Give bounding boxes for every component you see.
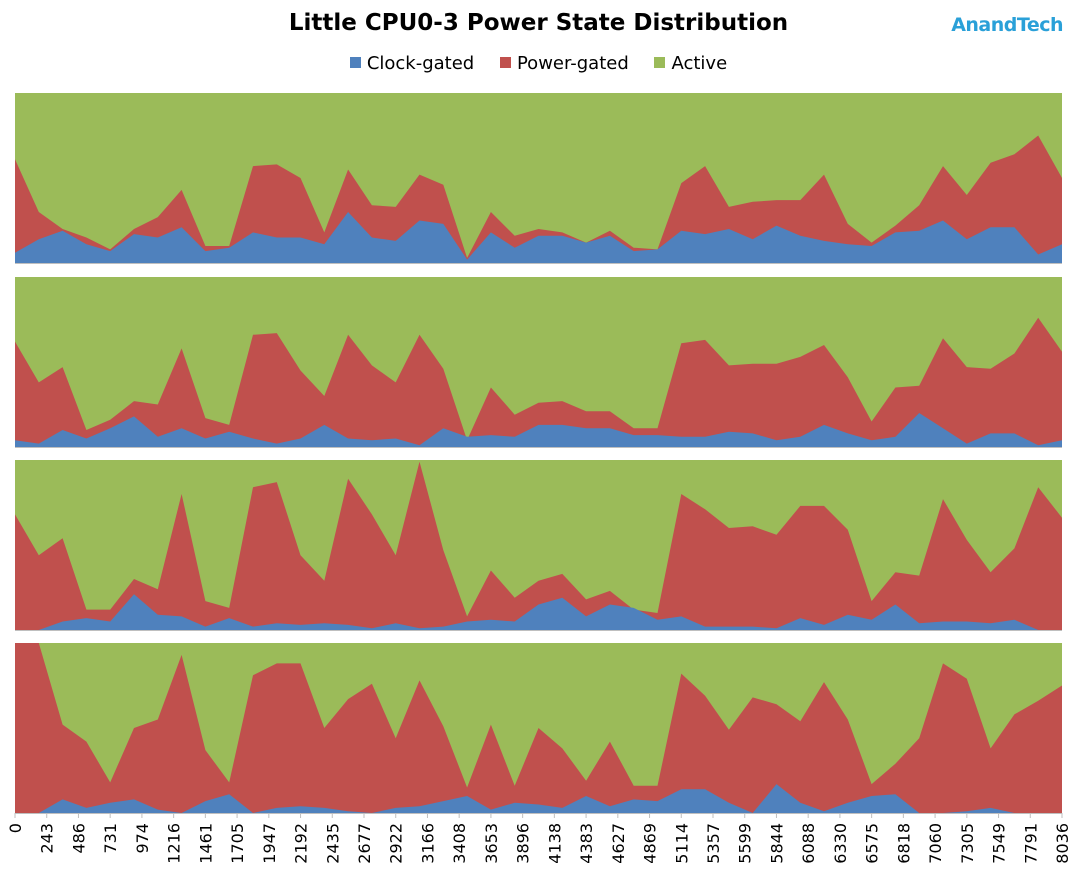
x-tick-label: 7060	[926, 823, 945, 864]
x-tick-label: 6575	[863, 823, 882, 864]
x-tick-label: 3653	[482, 823, 501, 864]
x-tick-label: 7305	[958, 823, 977, 864]
x-tick-label: 5844	[768, 823, 787, 864]
panel-cpu0	[15, 93, 1062, 264]
panel-cpu2	[15, 460, 1062, 631]
legend-label-active: Active	[671, 53, 728, 74]
area-power-gated-cpu2	[15, 461, 1062, 630]
x-tick-label: 1216	[165, 823, 184, 864]
legend-item-active: Active	[654, 53, 727, 74]
area-power-gated-cpu0	[15, 135, 1062, 263]
chart-title: Little CPU0-3 Power State Distribution	[288, 10, 789, 36]
area-power-gated-cpu1	[15, 317, 1062, 447]
x-tick-label: 7791	[1021, 823, 1040, 864]
x-tick-label: 3896	[514, 823, 533, 864]
anandtech-logo: AnandTech	[951, 14, 1063, 36]
x-tick-label: 3408	[450, 823, 469, 864]
area-clock-gated-cpu0	[15, 212, 1062, 263]
legend-swatch-active	[654, 57, 666, 68]
area-power-gated-cpu3	[15, 643, 1062, 813]
x-tick-label: 5599	[736, 823, 755, 864]
x-tick-label: 1705	[228, 823, 247, 864]
x-tick-label: 486	[70, 823, 89, 854]
x-tick-label: 3166	[419, 823, 438, 864]
x-tick-label: 6088	[799, 823, 818, 864]
legend-label-power-gated: Power-gated	[516, 53, 629, 74]
x-tick-label: 0	[6, 823, 25, 833]
panel-cpu1	[15, 277, 1062, 448]
x-tick-label: 1947	[260, 823, 279, 864]
chart-legend: Clock-gated Power-gated Active	[0, 53, 1077, 74]
legend-swatch-clock-gated	[349, 57, 361, 68]
area-clock-gated-cpu1	[15, 413, 1062, 447]
x-tick-label: 4383	[577, 823, 596, 864]
x-tick-label: 2922	[387, 823, 406, 864]
x-tick-label: 8036	[1053, 823, 1072, 864]
area-clock-gated-cpu2	[15, 594, 1062, 630]
x-tick-label: 4869	[641, 823, 660, 864]
x-tick-label: 7549	[990, 823, 1009, 864]
area-clock-gated-cpu3	[15, 784, 1062, 813]
x-tick-label: 5114	[672, 823, 691, 864]
x-tick-label: 5357	[704, 823, 723, 864]
x-tick-label: 6818	[894, 823, 913, 864]
x-tick-label: 4627	[609, 823, 628, 864]
x-axis: 0 243 486 731 974 1216 1461 1705 1947 2192 2435 267…	[6, 813, 1072, 864]
x-tick-label: 6330	[831, 823, 850, 864]
x-tick-label: 2192	[292, 823, 311, 864]
x-tick-label: 243	[38, 823, 57, 854]
x-tick-label: 2677	[355, 823, 374, 864]
x-tick-label: 1461	[196, 823, 215, 864]
x-tick-label: 731	[101, 823, 120, 854]
panel-cpu3	[15, 643, 1062, 814]
legend-item-clock-gated: Clock-gated	[349, 53, 475, 74]
legend-item-power-gated: Power-gated	[499, 53, 629, 74]
x-tick-label: 4138	[545, 823, 564, 864]
legend-swatch-power-gated	[499, 57, 511, 68]
legend-label-clock-gated: Clock-gated	[366, 53, 475, 74]
x-tick-label: 974	[133, 823, 152, 854]
x-tick-label: 2435	[323, 823, 342, 864]
